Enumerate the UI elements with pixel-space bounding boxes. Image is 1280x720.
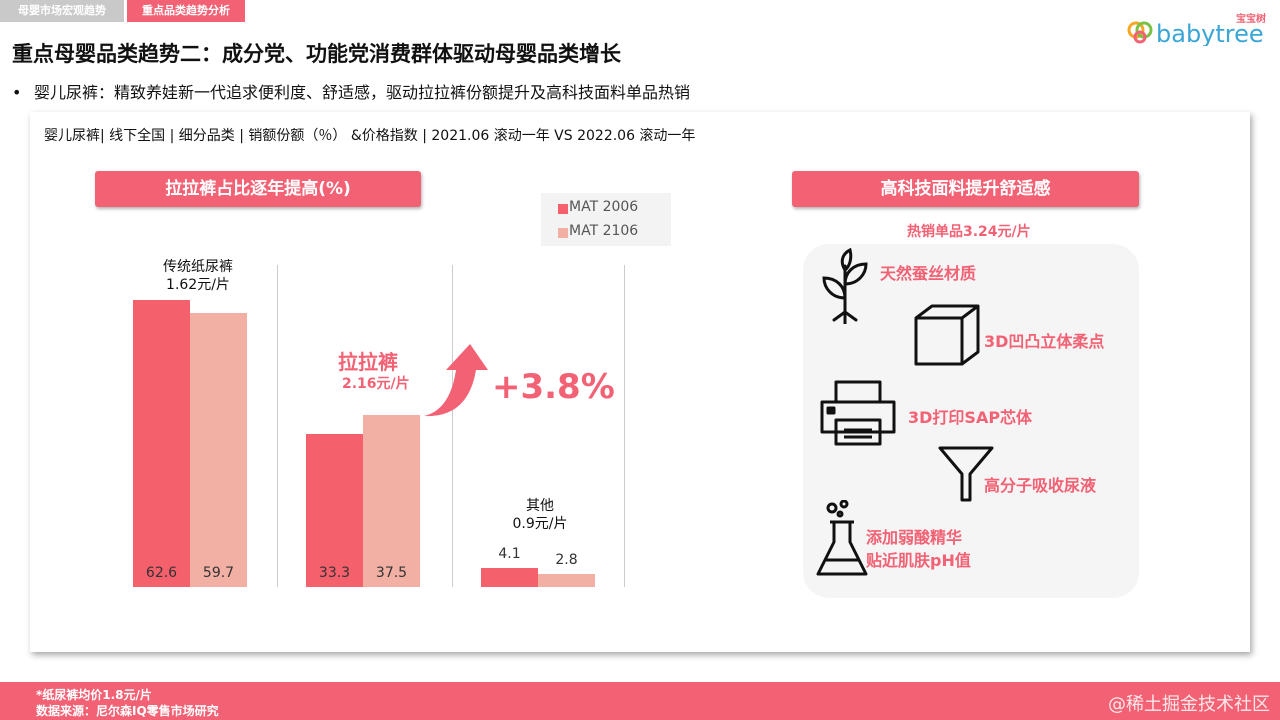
feature-acid-essence: 添加弱酸精华 — [866, 528, 963, 547]
logo-brand-text: babytree — [1156, 20, 1264, 46]
category-name: 其他 — [526, 498, 554, 514]
category-price: 0.9元/片 — [512, 516, 568, 532]
feature-3d-sap: 3D打印SAP芯体 — [908, 408, 1033, 427]
feature-silk: 天然蚕丝材质 — [880, 264, 977, 283]
category-label-pull-ups: 拉拉裤 — [338, 350, 398, 374]
feature-3d-dots: 3D凹凸立体柔点 — [984, 332, 1105, 351]
bullet-dot: • — [12, 83, 22, 102]
bar-value-label: 4.1 — [498, 546, 521, 562]
legend-label-mat2106: MAT 2106 — [569, 223, 639, 239]
panel-divider — [624, 265, 625, 587]
flask-icon — [816, 500, 868, 576]
feature-ph: 贴近肌肤pH值 — [866, 551, 971, 570]
bar-mat2106-2 — [538, 574, 595, 587]
chart-legend: MAT 2006 MAT 2106 — [541, 193, 671, 246]
bar-mat2006-2 — [481, 568, 538, 587]
legend-swatch-mat2006 — [558, 204, 568, 214]
section-tabs: 母婴市场宏观趋势 重点品类趋势分析 — [0, 0, 248, 24]
bar-value-label: 37.5 — [375, 565, 408, 581]
category-label-other: 其他 0.9元/片 — [470, 497, 610, 533]
share-rising-header: 拉拉裤占比逐年提高(%) — [95, 171, 421, 207]
footer-note-price: *纸尿裤均价1.8元/片 — [36, 688, 152, 702]
feature-absorb: 高分子吸收尿液 — [984, 476, 1097, 495]
legend-item-mat2106: MAT 2106 — [558, 223, 639, 239]
bar-mat2106-1: 37.5 — [363, 415, 420, 587]
footer-source: 数据来源：尼尔森IQ零售市场研究 — [36, 704, 219, 718]
legend-label-mat2006: MAT 2006 — [569, 199, 639, 215]
bar-mat2006-0: 62.6 — [133, 300, 190, 587]
legend-item-mat2006: MAT 2006 — [558, 199, 639, 215]
category-price: 1.62元/片 — [166, 277, 230, 293]
bullet-text: 婴儿尿裤：精致养娃新一代追求便利度、舒适感，驱动拉拉裤份额提升及高科技面料单品热… — [34, 83, 691, 102]
chart-subtitle: 婴儿尿裤| 线下全国 | 细分品类 | 销额份额（％） &价格指数 | 2021… — [44, 128, 696, 144]
watermark: @稀土掘金技术社区 — [1108, 694, 1270, 715]
category-label-traditional: 传统纸尿裤 1.62元/片 — [128, 258, 268, 294]
page-title: 重点母婴品类趋势二：成分党、功能党消费群体驱动母婴品类增长 — [12, 42, 621, 66]
footer-bar — [0, 682, 1280, 720]
tech-fabric-header: 高科技面料提升舒适感 — [792, 171, 1139, 207]
growth-annotation: +3.8% — [492, 367, 615, 407]
bar-mat2106-0: 59.7 — [190, 313, 247, 587]
hot-item-price: 热销单品3.24元/片 — [907, 224, 1031, 240]
bar-mat2006-1: 33.3 — [306, 434, 363, 587]
category-price-pull-ups: 2.16元/片 — [342, 376, 410, 392]
plant-icon — [822, 248, 868, 324]
category-name: 传统纸尿裤 — [163, 259, 233, 275]
bar-value-label: 59.7 — [202, 565, 235, 581]
panel-divider — [277, 265, 278, 587]
cube-icon — [914, 304, 980, 366]
logo-top-text: 宝宝树 — [1236, 12, 1266, 25]
bullet-point: • 婴儿尿裤：精致养娃新一代追求便利度、舒适感，驱动拉拉裤份额提升及高科技面料单品… — [12, 79, 690, 103]
panel-divider — [452, 265, 453, 587]
babytree-logo: 宝宝树 babytree — [1126, 10, 1276, 48]
printer-icon — [820, 380, 896, 446]
growth-arrow-icon — [424, 344, 488, 417]
tab-macro-trends[interactable]: 母婴市场宏观趋势 — [0, 0, 124, 22]
bar-value-label: 2.8 — [555, 552, 578, 568]
legend-swatch-mat2106 — [558, 228, 568, 238]
tab-category-analysis[interactable]: 重点品类趋势分析 — [127, 0, 245, 22]
bar-value-label: 62.6 — [145, 565, 178, 581]
bar-value-label: 33.3 — [318, 565, 351, 581]
funnel-icon — [938, 446, 994, 502]
